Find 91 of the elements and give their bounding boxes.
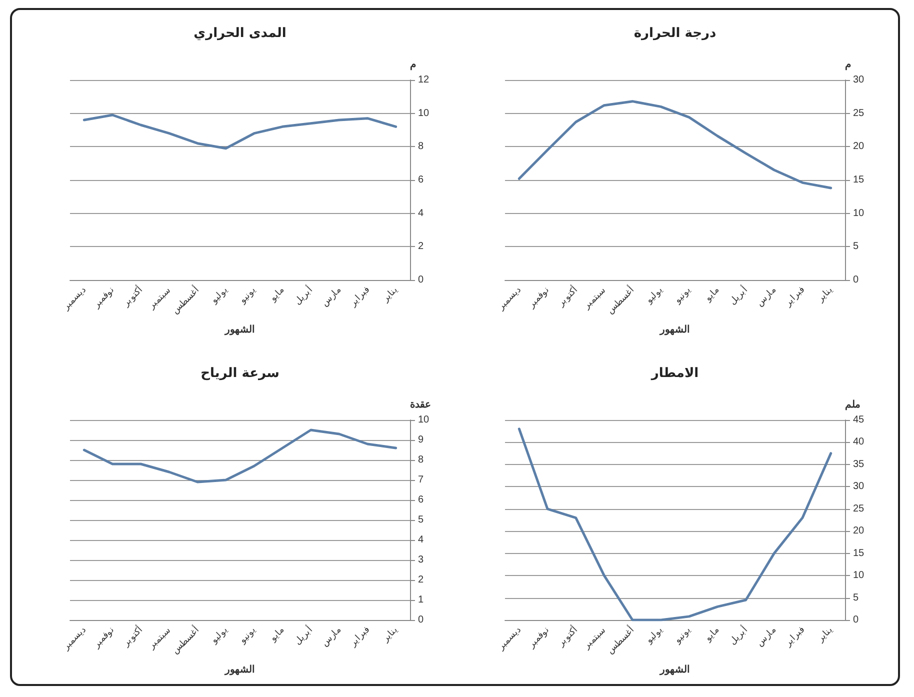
y-tick-label: 3 [418, 554, 424, 566]
y-tick-label: 0 [853, 614, 859, 626]
x-tick-label: أبريل [291, 623, 316, 648]
y-tick-label: 7 [418, 474, 424, 486]
y-tick-label: 12 [418, 74, 430, 86]
x-tick-label: يونيو [236, 284, 258, 306]
x-tick-label: يونيو [671, 284, 694, 306]
x-tick-label: فبراير [782, 624, 807, 650]
x-tick-label: ديسمبر [60, 284, 88, 313]
chart-title: درجة الحرارة [634, 26, 716, 41]
y-tick-label: 25 [853, 503, 865, 514]
x-tick-label: مارس [319, 284, 344, 309]
y-tick-label: 4 [418, 208, 424, 219]
chart-title: المدى الحراري [194, 26, 286, 41]
x-axis-title: الشهور [659, 324, 690, 336]
chart-title: سرعة الرياح [200, 366, 280, 381]
y-tick-label: 25 [853, 108, 865, 119]
x-tick-label: يوليو [208, 624, 230, 646]
x-tick-label: أبريل [291, 283, 316, 308]
x-tick-label: مارس [754, 624, 778, 649]
x-tick-label: نوفمبر [90, 624, 117, 651]
line-series [518, 428, 832, 622]
x-tick-label: مايو [266, 624, 287, 644]
x-tick-label: أكتوبر [118, 623, 146, 650]
y-tick-label: 6 [418, 174, 424, 186]
y-tick-label: 8 [418, 141, 424, 152]
x-tick-label: فبراير [346, 284, 372, 310]
y-tick-label: 30 [853, 481, 865, 492]
x-tick-label: يونيو [236, 624, 258, 646]
y-tick-label: 5 [853, 241, 859, 252]
x-tick-label: مايو [702, 624, 722, 644]
x-tick-label: أكتوبر [554, 283, 580, 310]
line-series [82, 428, 398, 484]
y-tick-label: 40 [853, 436, 865, 448]
x-axis-title: الشهور [224, 324, 255, 336]
x-tick-label: يوليو [208, 284, 230, 306]
y-tick-label: 10 [418, 414, 430, 426]
y-axis-title: م [410, 60, 416, 70]
x-tick-label: يوليو [643, 284, 666, 306]
y-tick-label: 35 [853, 458, 865, 470]
y-tick-label: 10 [418, 108, 430, 119]
x-axis-title: الشهور [224, 664, 255, 676]
y-tick-label: 10 [853, 208, 865, 219]
x-tick-label: مارس [754, 284, 778, 309]
x-tick-label: فبراير [346, 624, 372, 650]
y-axis-title: م [845, 60, 851, 70]
y-tick-label: 0 [853, 274, 859, 286]
y-tick-label: 15 [853, 548, 865, 559]
y-tick-label: 5 [418, 514, 424, 526]
y-tick-label: 15 [853, 174, 865, 186]
x-tick-label: أبريل [726, 623, 750, 648]
y-tick-label: 2 [418, 241, 424, 252]
y-tick-label: 45 [853, 414, 865, 426]
y-axis-title: ملم [845, 400, 860, 410]
x-tick-label: نوفمبر [90, 284, 117, 311]
y-axis-title: عقدة [410, 400, 431, 410]
y-tick-label: 20 [853, 141, 865, 152]
x-tick-label: يناير [814, 624, 836, 645]
y-tick-label: 10 [853, 570, 865, 582]
x-tick-label: يناير [814, 284, 836, 305]
y-tick-label: 2 [418, 574, 424, 586]
x-tick-label: أكتوبر [554, 623, 580, 650]
line-series [518, 100, 832, 190]
x-tick-label: يوليو [643, 624, 666, 646]
y-tick-label: 20 [853, 526, 865, 537]
x-tick-label: فبراير [782, 284, 807, 310]
x-tick-label: مايو [702, 284, 722, 304]
x-tick-label: نوفمبر [526, 624, 552, 651]
x-tick-label: مايو [266, 284, 287, 304]
x-tick-label: ديسمبر [60, 624, 88, 653]
x-tick-label: يناير [380, 284, 400, 305]
y-tick-label: 8 [418, 454, 424, 466]
y-tick-label: 6 [418, 494, 424, 506]
y-tick-label: 5 [853, 592, 859, 604]
line-series [82, 114, 398, 150]
y-tick-label: 4 [418, 534, 424, 546]
chart-title: الامطار [650, 366, 699, 381]
x-tick-label: مارس [319, 624, 344, 649]
y-tick-label: 0 [418, 614, 424, 626]
x-tick-label: أكتوبر [118, 283, 146, 310]
x-tick-label: ديسمبر [495, 624, 524, 653]
y-tick-label: 9 [418, 434, 424, 446]
x-tick-label: أبريل [726, 283, 750, 308]
y-tick-label: 0 [418, 274, 424, 286]
x-tick-label: يونيو [671, 624, 694, 646]
x-tick-label: يناير [380, 624, 400, 645]
x-axis-title: الشهور [659, 664, 690, 676]
y-tick-label: 30 [853, 74, 865, 86]
x-tick-label: نوفمبر [526, 284, 552, 311]
y-tick-label: 1 [418, 594, 424, 606]
x-tick-label: ديسمبر [495, 284, 524, 313]
